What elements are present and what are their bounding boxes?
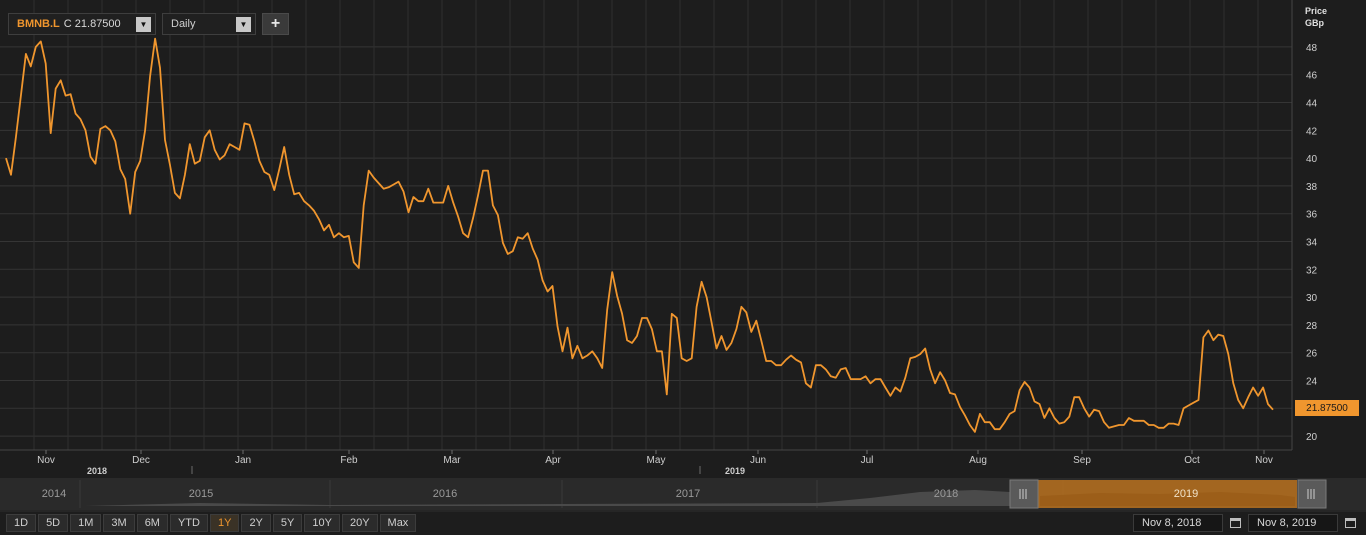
y-tick-label: 32 <box>1306 265 1318 276</box>
y-tick-label: 28 <box>1306 321 1318 332</box>
navigator-year-label: 2017 <box>676 488 700 500</box>
navigator-year-label: 2014 <box>42 488 66 500</box>
range-button[interactable]: 6M <box>136 514 168 532</box>
range-button[interactable]: 1D <box>6 514 37 532</box>
range-button[interactable]: YTD <box>169 514 208 532</box>
add-series-button[interactable]: + <box>262 13 289 35</box>
navigator-year-label: 2019 <box>1174 488 1198 500</box>
frequency-selector[interactable]: Daily ▼ <box>162 13 256 35</box>
unit-line-price: Price <box>1305 6 1328 16</box>
y-tick-label: 42 <box>1306 126 1318 137</box>
x-tick-label: May <box>647 455 666 466</box>
x-tick-label: Jun <box>750 455 766 466</box>
y-tick-label: 44 <box>1306 99 1318 110</box>
y-tick-label: 40 <box>1306 154 1318 165</box>
y-tick-label: 36 <box>1306 210 1318 221</box>
x-tick-label: Nov <box>37 455 55 466</box>
calendar-glyph <box>1344 518 1356 528</box>
x-tick-label: Aug <box>969 455 987 466</box>
start-date-field[interactable]: Nov 8, 2018 <box>1133 514 1223 532</box>
y-axis: 202224262830323436384042444648 <box>1306 43 1318 443</box>
x-tick-label: Sep <box>1073 455 1091 466</box>
y-tick-label: 24 <box>1306 377 1318 388</box>
calendar-icon[interactable] <box>1341 514 1359 532</box>
range-button[interactable]: 1Y <box>209 514 240 532</box>
x-tick-label: Apr <box>545 455 561 466</box>
range-button[interactable]: 20Y <box>341 514 378 532</box>
range-button[interactable]: 5Y <box>272 514 303 532</box>
range-button[interactable]: 2Y <box>241 514 271 532</box>
last-price-tag: 21.87500 <box>1295 400 1359 416</box>
x-tick-label: Feb <box>340 455 358 466</box>
price-line <box>5 37 1274 433</box>
x-tick-label: Dec <box>132 455 150 466</box>
x-year-label: 2019 <box>725 466 745 476</box>
range-button[interactable]: 5D <box>38 514 69 532</box>
navigator-window-area <box>1040 492 1295 506</box>
price-unit-label: Price GBp <box>1305 5 1327 29</box>
chevron-down-icon[interactable]: ▼ <box>136 16 151 32</box>
range-button[interactable]: Max <box>379 514 417 532</box>
x-year-label: 2018 <box>87 466 107 476</box>
y-tick-label: 48 <box>1306 43 1318 54</box>
y-tick-label: 34 <box>1306 238 1318 249</box>
chart-grid <box>0 0 1293 451</box>
navigator-year-label: 2015 <box>189 488 213 500</box>
calendar-glyph <box>1229 518 1241 528</box>
close-price-label: C 21.87500 <box>63 18 121 30</box>
calendar-icon[interactable] <box>1226 514 1244 532</box>
navigator-year-label: 2016 <box>433 488 457 500</box>
navigator-history-area <box>85 490 1013 506</box>
x-tick-label: Jul <box>861 455 874 466</box>
y-tick-label: 26 <box>1306 349 1318 360</box>
x-tick-label: Oct <box>1184 455 1200 466</box>
chevron-down-icon[interactable]: ▼ <box>236 16 251 32</box>
range-button[interactable]: 10Y <box>304 514 340 532</box>
series-layer <box>5 37 1274 433</box>
range-button[interactable]: 3M <box>103 514 135 532</box>
chart-toolbar: BMNB.L C 21.87500 ▼ Daily ▼ + <box>8 13 289 37</box>
x-tick-label: Mar <box>443 455 461 466</box>
x-axis: Nov Dec Jan Feb Mar Apr May Jun Jul Aug Sep Oct Nov 2… <box>37 450 1273 476</box>
navigator[interactable]: 2014 2015 2016 2017 2018 2019 <box>0 478 1366 510</box>
symbol-selector[interactable]: BMNB.L C 21.87500 ▼ <box>8 13 156 35</box>
navigator-handle-left[interactable] <box>1009 479 1039 509</box>
range-button-group: 1D 5D 1M 3M 6M YTD 1Y 2Y 5Y 10Y 20Y Max <box>6 514 417 532</box>
navigator-handle-right[interactable] <box>1297 479 1327 509</box>
range-button[interactable]: 1M <box>70 514 102 532</box>
y-tick-label: 20 <box>1306 432 1318 443</box>
x-tick-label: Nov <box>1255 455 1273 466</box>
y-tick-label: 46 <box>1306 71 1318 82</box>
frequency-label: Daily <box>171 18 196 30</box>
unit-line-currency: GBp <box>1305 18 1324 28</box>
navigator-year-label: 2018 <box>934 488 958 500</box>
x-tick-label: Jan <box>235 455 251 466</box>
end-date-field[interactable]: Nov 8, 2019 <box>1248 514 1338 532</box>
y-tick-label: 30 <box>1306 293 1318 304</box>
y-tick-label: 38 <box>1306 182 1318 193</box>
symbol-label: BMNB.L <box>17 18 60 30</box>
